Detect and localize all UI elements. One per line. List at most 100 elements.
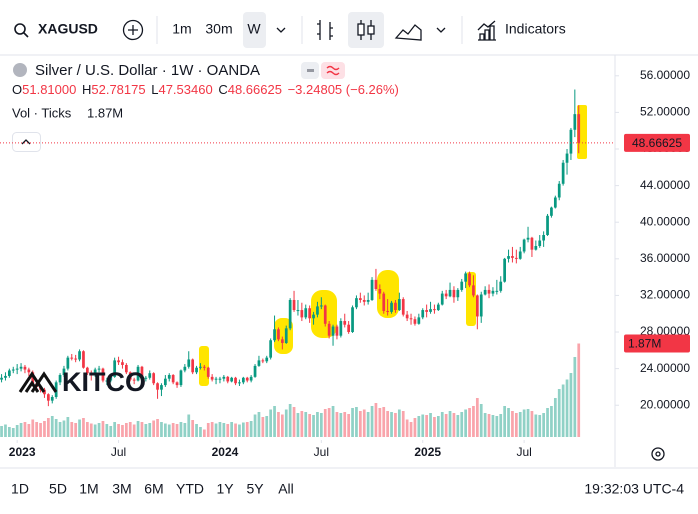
range-button[interactable]: 5Y: [246, 481, 264, 497]
candle-body: [238, 382, 241, 384]
candle-body: [222, 376, 226, 379]
price-tag: [624, 133, 690, 152]
candle-body: [397, 299, 401, 311]
candle-body: [483, 289, 487, 295]
bar-style-icon[interactable]: [317, 20, 333, 40]
volume-bar: [358, 411, 362, 437]
range-button[interactable]: 3M: [112, 481, 131, 497]
candle-body: [561, 162, 565, 184]
candle-body: [390, 302, 393, 312]
indicators-button[interactable]: Indicators: [505, 21, 566, 37]
volume-bar: [468, 408, 471, 437]
volume-bar: [401, 411, 405, 437]
symbol[interactable]: XAGUSD: [38, 21, 98, 37]
volume-bar: [280, 414, 284, 437]
candle-body: [82, 351, 85, 368]
volume-bar: [245, 422, 249, 437]
collapse-legend[interactable]: [12, 132, 41, 152]
area-style-icon[interactable]: [394, 24, 422, 41]
candle-body: [456, 289, 460, 298]
x-tick-label: 2023: [9, 445, 36, 459]
candle-body: [85, 367, 89, 374]
volume-bar: [171, 423, 175, 437]
interval-menu[interactable]: [276, 27, 286, 33]
range-button[interactable]: 1Y: [216, 481, 234, 497]
volume-bar: [50, 416, 54, 437]
collapse-icon: [21, 139, 31, 145]
candle-body: [105, 380, 109, 382]
settings-icon[interactable]: [651, 447, 665, 461]
range-button[interactable]: 5D: [49, 481, 67, 497]
highlight: [466, 272, 476, 326]
volume-bar: [156, 419, 159, 437]
volume-bar: [249, 421, 253, 437]
volume-bar: [514, 413, 518, 437]
volume-bar: [550, 406, 553, 437]
candle-body: [351, 307, 354, 333]
candle-body: [475, 295, 479, 317]
volume-bar: [265, 416, 269, 437]
search-icon[interactable]: [14, 23, 26, 35]
range-button[interactable]: 1D: [11, 481, 29, 497]
volume-bar: [534, 414, 538, 437]
candle-body: [518, 251, 522, 259]
range-button[interactable]: All: [278, 481, 294, 497]
volume-bar: [351, 408, 354, 437]
volume-bar: [183, 423, 187, 437]
interval[interactable]: W: [247, 21, 261, 37]
style-menu[interactable]: [436, 27, 446, 33]
candle-body: [280, 339, 284, 343]
volume-bar: [347, 414, 351, 437]
volume-bar: [128, 422, 132, 437]
volume-bar: [386, 411, 390, 437]
range-button[interactable]: 6M: [144, 481, 163, 497]
candle-body: [66, 357, 70, 369]
candle-body: [175, 382, 179, 386]
x-tick-label: Jul: [516, 445, 531, 459]
candle-body: [93, 369, 97, 376]
interval[interactable]: 1m: [172, 21, 191, 37]
candle-body: [226, 376, 230, 382]
interval[interactable]: 30m: [205, 21, 232, 37]
range-button[interactable]: 1M: [79, 481, 98, 497]
volume-bar: [362, 409, 366, 437]
volume-bar: [218, 422, 222, 437]
volume-bar: [542, 413, 545, 437]
range-button[interactable]: YTD: [176, 481, 204, 497]
candle-body: [487, 289, 491, 294]
candle-body: [23, 366, 27, 370]
volume-bar: [460, 412, 464, 437]
volume-bar: [23, 422, 27, 437]
volume-bar: [507, 408, 510, 437]
volume-bar: [472, 406, 475, 437]
candle-body: [530, 237, 534, 250]
volume-bar: [339, 413, 343, 437]
candle-body: [304, 308, 308, 318]
x-tick-label: 2025: [414, 445, 441, 459]
candle-body: [417, 317, 421, 324]
candle-body: [117, 360, 120, 363]
volume-bar: [15, 425, 19, 437]
candle-body: [413, 319, 417, 324]
candle-body: [409, 318, 413, 320]
volume-bar: [487, 414, 491, 437]
candle-body: [58, 375, 62, 383]
volume-bar: [323, 409, 327, 437]
clock[interactable]: 19:32:03 UTC-4: [584, 481, 684, 497]
volume-bar: [479, 404, 483, 437]
volume-bar: [136, 421, 140, 437]
candle-body: [97, 368, 101, 370]
indicators-icon[interactable]: [477, 20, 496, 41]
candle-body: [343, 321, 347, 325]
volume-bar: [27, 424, 31, 437]
volume-bar: [300, 411, 304, 437]
axes: 20.0000024.0000028.0000032.0000036.00000…: [0, 68, 690, 459]
candle-body: [460, 281, 464, 290]
add-symbol[interactable]: [122, 19, 144, 41]
volume-bar: [397, 409, 401, 437]
volume-bar: [503, 406, 507, 437]
volume-bar: [35, 422, 39, 437]
candle-body: [507, 256, 510, 259]
y-tick-label: 56.00000: [640, 68, 690, 82]
volume-bar: [113, 422, 117, 437]
